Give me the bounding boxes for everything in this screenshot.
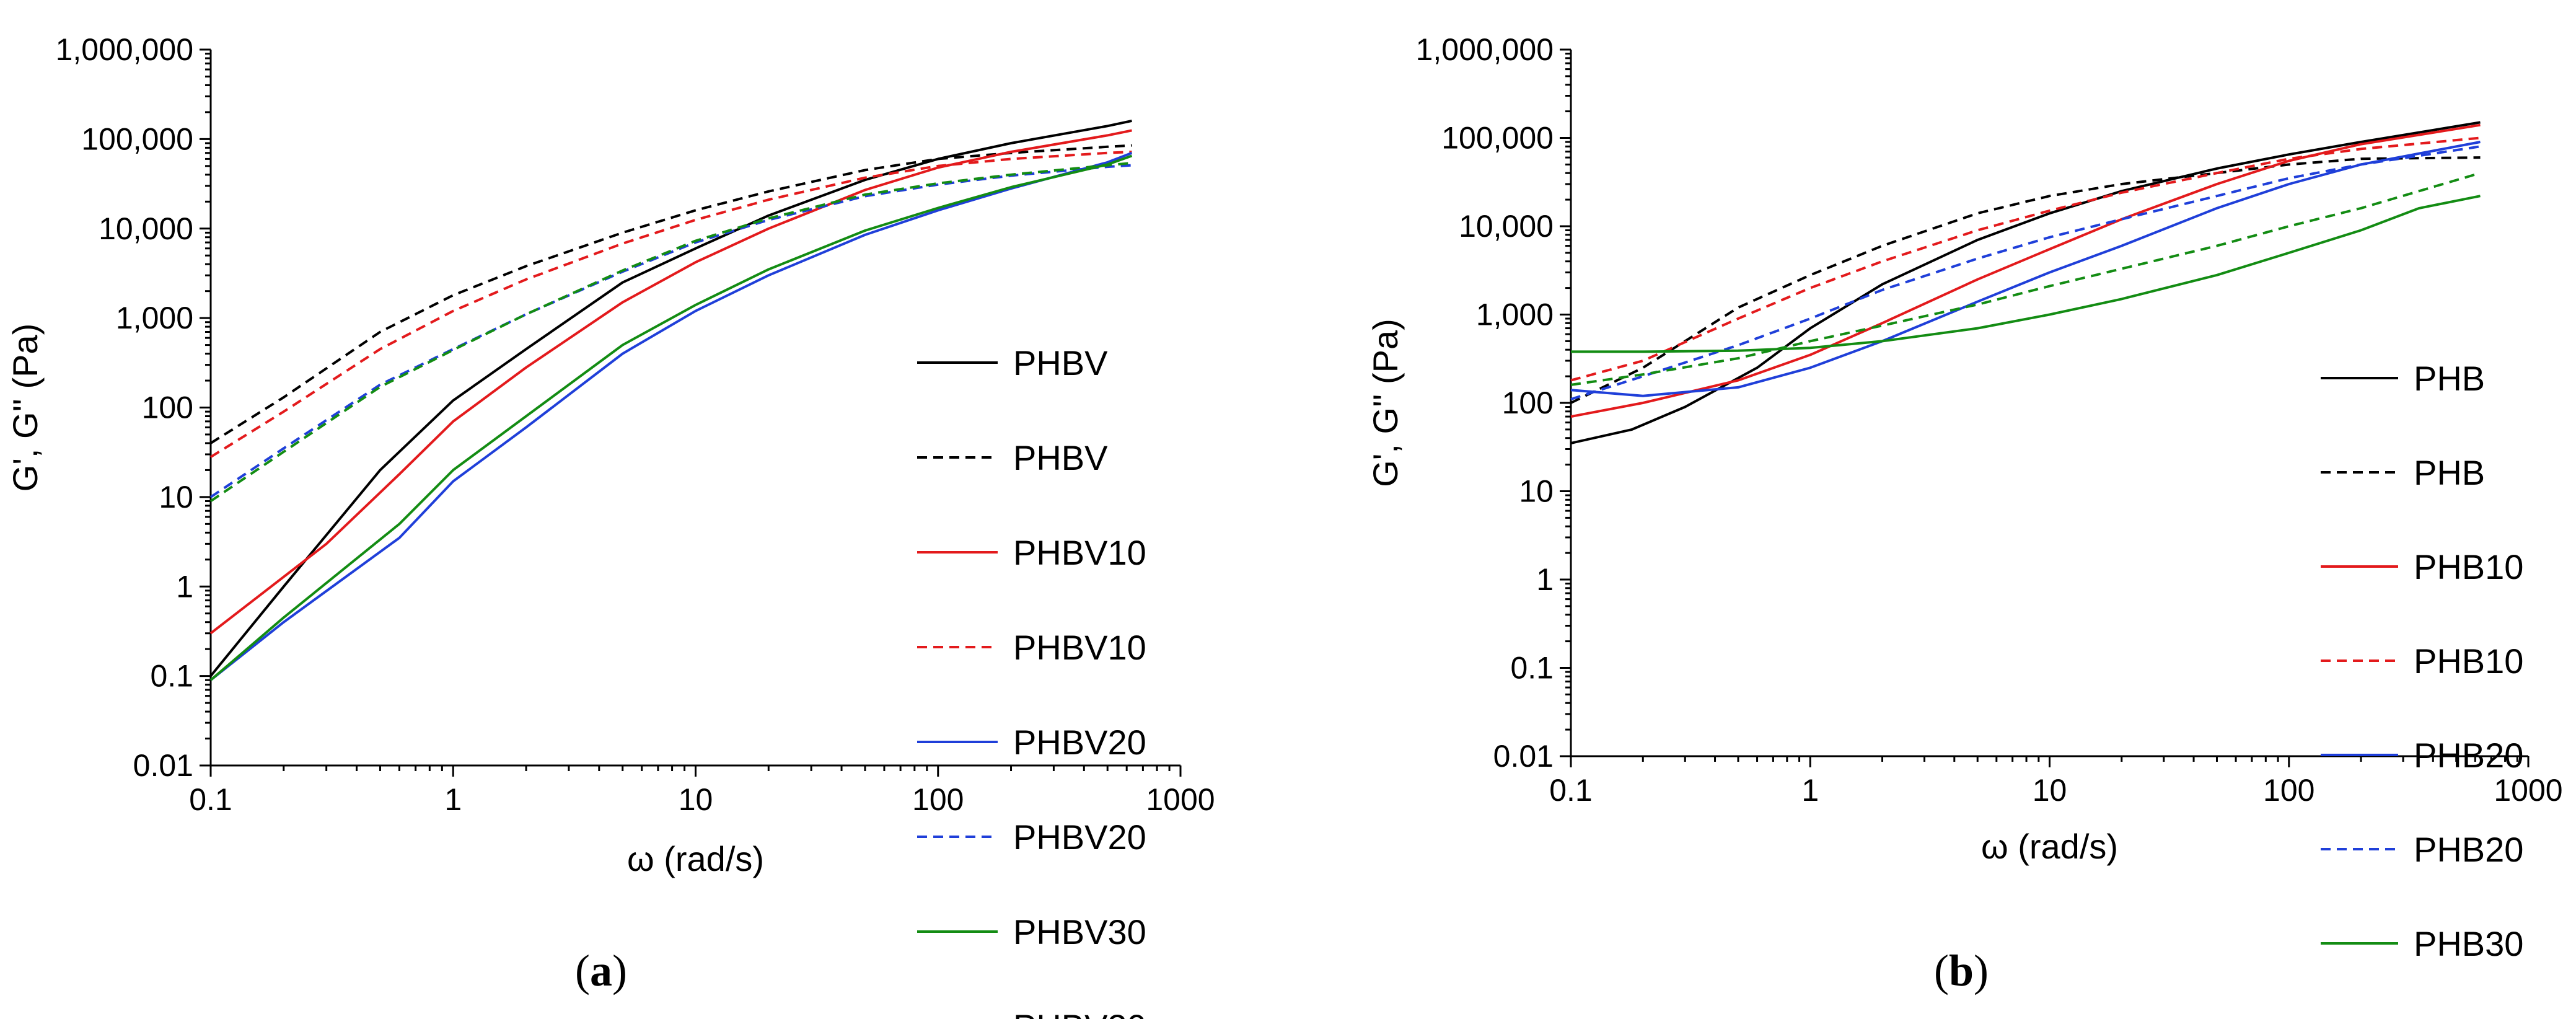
- y-tick-label: 0.1: [150, 659, 193, 694]
- chart-panel-a: 0.010.11101001,00010,000100,0001,000,000…: [6, 32, 1215, 1019]
- series-line-phb-dashed: [1570, 156, 2481, 404]
- legend: PHBV PHBV PHBV10 PHBV10 PHBV20 PHBV20 PHBV30 PH…: [917, 343, 1146, 1019]
- legend-label: PHB: [2414, 359, 2485, 398]
- series-line-phbv-solid: [209, 119, 1132, 677]
- legend-label: PHB20: [2414, 736, 2523, 775]
- series-line-phbv30-dashed: [209, 162, 1132, 503]
- series-line-phb20-solid: [1570, 141, 2481, 397]
- series-line-phb20-dashed: [1570, 145, 2481, 401]
- legend-label: PHB10: [2414, 547, 2523, 586]
- y-tick-label: 1,000,000: [1416, 32, 1554, 67]
- legend-label: PHBV: [1013, 438, 1108, 477]
- y-tick-label: 10,000: [1459, 209, 1554, 244]
- x-axis-title: ω (rad/s): [627, 839, 764, 878]
- legend-label: PHBV10: [1013, 628, 1146, 667]
- y-tick-label: 100,000: [1441, 121, 1554, 156]
- y-tick-label: 100: [142, 390, 193, 425]
- legend-label: PHB10: [2414, 642, 2523, 681]
- y-tick-label: 1: [1536, 562, 1554, 597]
- legend-label: PHB: [2414, 453, 2485, 492]
- series-line-phbv30-solid: [209, 154, 1133, 681]
- y-tick-label: 100,000: [81, 121, 193, 156]
- x-tick-label: 10: [2033, 773, 2067, 808]
- legend-label: PHBV10: [1013, 533, 1146, 572]
- y-tick-label: 10,000: [99, 211, 193, 246]
- y-tick-label: 1,000: [116, 301, 193, 335]
- x-tick-label: 10: [679, 782, 713, 817]
- legend-label: PHBV20: [1013, 818, 1146, 857]
- x-tick-label: 1000: [1146, 782, 1215, 817]
- legend-label: PHBV30: [1013, 1007, 1146, 1019]
- chart-panel-b: 0.010.11101001,00010,000100,0001,000,000…: [1366, 32, 2563, 1019]
- x-tick-label: 100: [2263, 773, 2314, 808]
- legend-label: PHBV30: [1013, 912, 1146, 951]
- series-line-phbv10-dashed: [209, 151, 1132, 458]
- y-axis-title: G', G'' (Pa): [6, 324, 45, 492]
- y-tick-label: 0.01: [1493, 739, 1554, 774]
- series-line-phbv20-solid: [209, 151, 1133, 681]
- x-tick-label: 1: [444, 782, 462, 817]
- y-tick-label: 10: [1519, 474, 1554, 509]
- y-tick-label: 0.1: [1510, 651, 1554, 686]
- y-tick-label: 0.01: [133, 748, 193, 783]
- y-tick-label: 1,000,000: [56, 32, 193, 67]
- y-tick-label: 10: [159, 480, 193, 514]
- x-tick-label: 1000: [2494, 773, 2562, 808]
- x-tick-label: 0.1: [1549, 773, 1593, 808]
- y-tick-label: 1: [176, 569, 193, 604]
- legend-label: PHB20: [2414, 830, 2523, 869]
- x-axis-title: ω (rad/s): [1981, 827, 2118, 866]
- series-line-phbv10-solid: [209, 129, 1132, 635]
- x-tick-label: 100: [912, 782, 964, 817]
- x-tick-label: 0.1: [189, 782, 232, 817]
- series-line-phb30-dashed: [1570, 172, 2481, 386]
- legend-label: PHBV20: [1013, 723, 1146, 762]
- panel-label: (a): [575, 946, 627, 995]
- y-axis-title: G', G'' (Pa): [1366, 319, 1405, 487]
- series-line-phb-solid: [1570, 121, 2481, 444]
- y-tick-label: 100: [1502, 386, 1554, 420]
- legend-label: PHBV: [1013, 343, 1108, 382]
- series-line-phb10-dashed: [1570, 136, 2481, 382]
- panel-label: (b): [1934, 946, 1989, 995]
- legend-label: PHB30: [2414, 924, 2523, 963]
- legend: PHBPHBPHB10PHB10PHB20PHB20PHB30PHB30: [2321, 359, 2523, 1019]
- series-line-phb30-solid: [1571, 195, 2481, 353]
- y-tick-label: 1,000: [1476, 298, 1554, 332]
- x-tick-label: 1: [1801, 773, 1819, 808]
